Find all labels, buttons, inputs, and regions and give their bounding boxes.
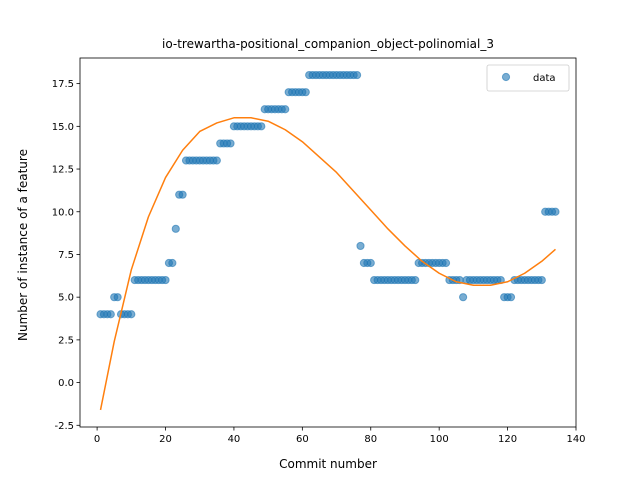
data-point bbox=[281, 105, 290, 114]
y-tick-label: 10.0 bbox=[52, 207, 74, 218]
x-axis-label: Commit number bbox=[279, 457, 377, 471]
x-tick-label: 60 bbox=[296, 434, 309, 445]
x-tick-label: 120 bbox=[498, 434, 517, 445]
data-point bbox=[356, 241, 365, 251]
data-point bbox=[411, 275, 420, 285]
data-point bbox=[441, 258, 451, 268]
data-point bbox=[257, 122, 266, 131]
data-point bbox=[168, 258, 177, 268]
legend-marker bbox=[501, 72, 511, 82]
data-point bbox=[127, 310, 136, 319]
data-point bbox=[301, 88, 310, 97]
legend: data bbox=[486, 64, 570, 92]
x-tick-label: 0 bbox=[94, 434, 100, 445]
data-point bbox=[161, 275, 170, 285]
data-point bbox=[551, 207, 560, 216]
y-tick-label: 5.0 bbox=[58, 293, 74, 304]
y-axis-label: Number of instance of a feature bbox=[16, 149, 30, 341]
data-point bbox=[537, 275, 546, 285]
legend-box bbox=[486, 64, 570, 92]
plot-area: 0 20 40 60 80 100 120 140 -2.5 0.0 2.5 5.0 7.5 10.0 12… bbox=[52, 57, 586, 445]
y-tick-label: 0.0 bbox=[58, 378, 74, 389]
axes-frame bbox=[79, 57, 577, 428]
y-tick-label: 17.5 bbox=[52, 79, 74, 90]
legend-label: data bbox=[533, 73, 556, 84]
x-tick-label: 140 bbox=[566, 434, 585, 445]
data-point bbox=[226, 139, 235, 148]
data-point bbox=[106, 310, 115, 319]
x-tick-label: 40 bbox=[228, 434, 241, 445]
y-tick-label: 15.0 bbox=[52, 122, 74, 133]
y-tick-label: -2.5 bbox=[54, 421, 74, 432]
data-point bbox=[352, 70, 362, 80]
data-point bbox=[178, 190, 187, 199]
x-tick-label: 80 bbox=[364, 434, 377, 445]
y-tick-label: 2.5 bbox=[58, 335, 74, 346]
data-point bbox=[171, 224, 180, 233]
data-point bbox=[366, 258, 375, 268]
fit-line bbox=[99, 117, 556, 411]
data-point bbox=[459, 293, 468, 302]
data-point bbox=[506, 293, 516, 302]
x-tick-label: 20 bbox=[159, 434, 172, 445]
chart-title: io-trewartha-positional_companion_object… bbox=[162, 37, 494, 51]
x-tick-label: 100 bbox=[430, 434, 449, 445]
data-point bbox=[212, 156, 221, 165]
y-tick-label: 7.5 bbox=[58, 250, 74, 261]
y-tick-label: 12.5 bbox=[52, 165, 74, 176]
data-point bbox=[113, 293, 122, 302]
